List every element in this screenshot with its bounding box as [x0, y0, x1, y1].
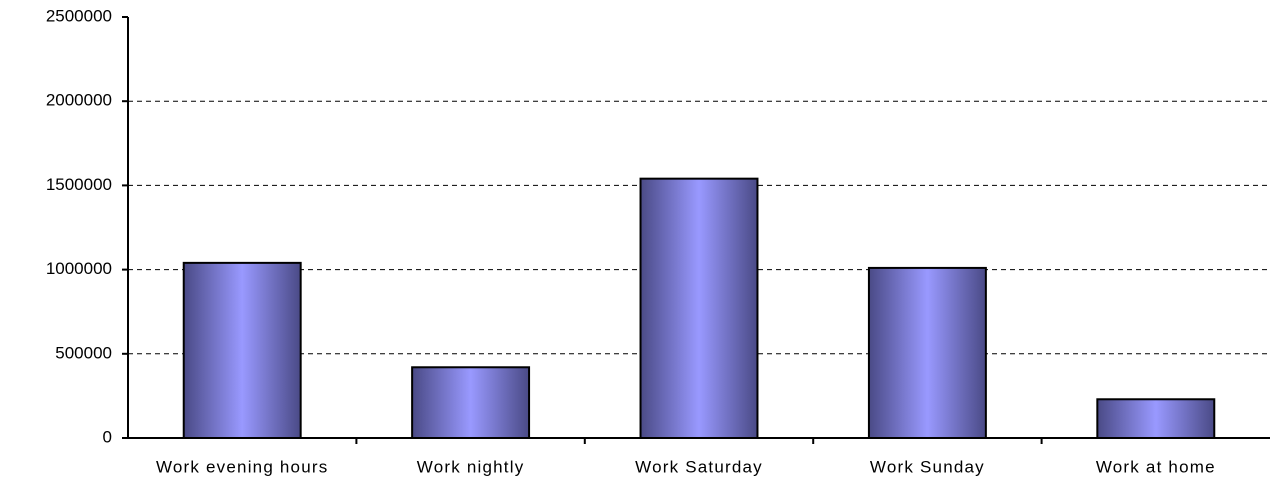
y-tick-label: 2500000	[46, 6, 112, 25]
y-tick-label: 1000000	[46, 259, 112, 278]
bar	[867, 266, 987, 439]
x-tick-label: Work Saturday	[635, 457, 763, 476]
y-tick-label: 2000000	[46, 91, 112, 110]
x-tick-label: Work nightly	[417, 457, 525, 476]
x-tick-label: Work Sunday	[870, 457, 985, 476]
x-tick-label: Work evening hours	[156, 457, 328, 476]
y-tick-label: 500000	[55, 343, 112, 362]
y-tick-label: 1500000	[46, 175, 112, 194]
x-tick-label: Work at home	[1096, 457, 1216, 476]
bar	[182, 261, 302, 440]
bar	[411, 366, 531, 439]
y-tick-label: 0	[103, 427, 112, 446]
bar	[639, 177, 759, 439]
bar	[1096, 398, 1216, 440]
